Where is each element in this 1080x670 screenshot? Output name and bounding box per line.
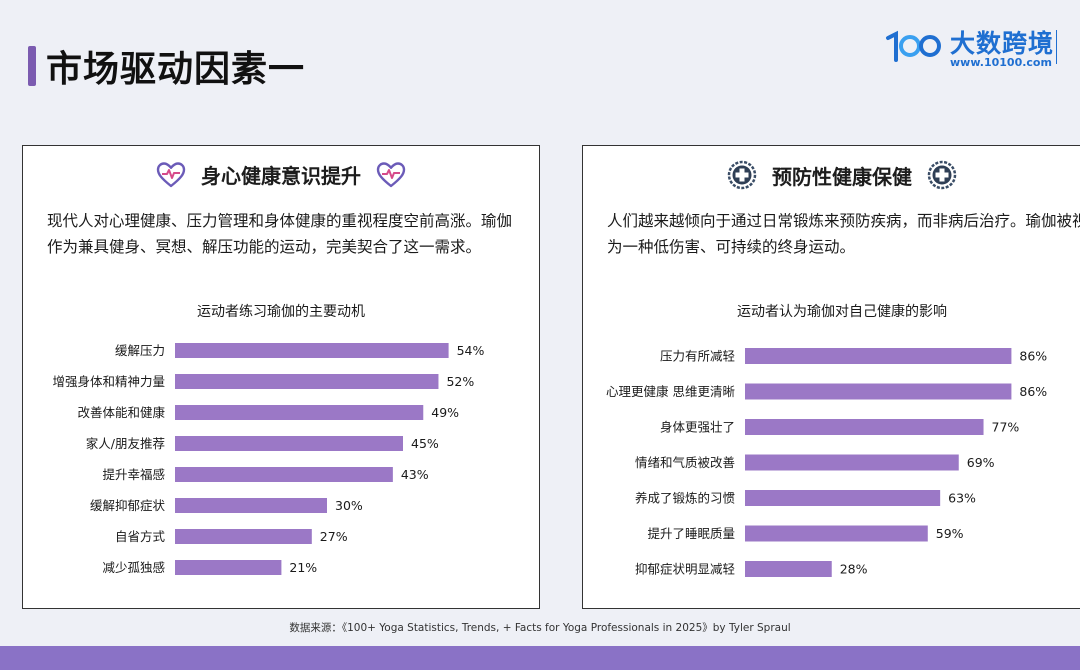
- bar: [175, 560, 282, 575]
- bar: [745, 454, 959, 471]
- chart-title: 运动者认为瑜伽对自己健康的影响: [737, 304, 947, 320]
- category-label: 抑郁症状明显减轻: [635, 562, 735, 577]
- source-text: 《100+ Yoga Statistics, Trends, + Facts f…: [341, 622, 791, 634]
- title-accent-bar: [28, 46, 36, 86]
- category-label: 压力有所减轻: [660, 349, 735, 364]
- category-label: 提升幸福感: [102, 467, 165, 482]
- panel-prevention: 预防性健康保健 人们越来越倾向于通过日常锻炼来预防疾病，而非病后治疗。瑜伽被视为…: [582, 145, 1080, 609]
- value-label: 43%: [401, 467, 429, 482]
- footer-band: [0, 646, 1080, 670]
- panel-heading-text: 身心健康意识提升: [201, 164, 361, 188]
- panel-heading: 预防性健康保健: [583, 160, 1080, 190]
- category-label: 自省方式: [115, 529, 166, 544]
- health-impact-bar-chart: 压力有所减轻 86% 心理更健康 思维更清晰 86% 身体更强壮了 77% 情绪和气质被改善…: [606, 348, 1047, 577]
- value-label: 49%: [431, 405, 459, 420]
- value-label: 59%: [936, 526, 964, 541]
- value-label: 28%: [840, 562, 868, 577]
- bar: [745, 419, 984, 435]
- value-label: 30%: [335, 498, 363, 513]
- panel-wellness: 身心健康意识提升 现代人对心理健康、压力管理和身体健康的重视程度空前高涨。瑜伽作…: [22, 145, 540, 609]
- logo-name: 大数跨境: [950, 29, 1055, 58]
- bar: [175, 436, 403, 451]
- bar: [175, 467, 393, 482]
- value-label: 69%: [967, 455, 995, 470]
- bar: [175, 374, 439, 389]
- bar: [745, 525, 928, 542]
- brand-logo: 大数跨境 www.10100.com: [884, 24, 1064, 74]
- category-label: 改善体能和健康: [77, 405, 165, 420]
- bar: [175, 343, 449, 358]
- bar: [745, 490, 941, 506]
- bar: [175, 529, 312, 544]
- value-label: 21%: [289, 560, 317, 575]
- category-label: 提升了睡眠质量: [647, 526, 735, 541]
- category-label: 身体更强壮了: [660, 420, 735, 435]
- bar: [175, 498, 327, 513]
- heart-pulse-icon: [156, 161, 186, 187]
- value-label: 86%: [1019, 384, 1047, 399]
- medical-cross-badge-icon: [927, 160, 957, 190]
- medical-cross-badge-icon: [727, 160, 757, 190]
- category-label: 缓解抑郁症状: [90, 498, 166, 513]
- source-note: 数据来源：《100+ Yoga Statistics, Trends, + Fa…: [0, 620, 1080, 635]
- bar: [175, 405, 424, 420]
- page-title: 市场驱动因素一: [46, 49, 306, 90]
- value-label: 52%: [446, 374, 474, 389]
- category-label: 心理更健康 思维更清晰: [606, 384, 735, 399]
- motivation-bar-chart: 缓解压力 54% 增强身体和精神力量 52% 改善体能和健康 49% 家人/朋友推荐 45% 提…: [52, 343, 485, 575]
- panel-heading: 身心健康意识提升: [23, 160, 539, 189]
- category-label: 养成了锻炼的习惯: [635, 491, 735, 506]
- category-label: 情绪和气质被改善: [635, 455, 735, 470]
- category-label: 减少孤独感: [102, 560, 165, 575]
- value-label: 45%: [411, 436, 439, 451]
- heart-pulse-icon: [376, 161, 406, 187]
- value-label: 63%: [948, 491, 976, 506]
- bar: [745, 348, 1012, 364]
- bar: [745, 561, 832, 577]
- panel-description: 人们越来越倾向于通过日常锻炼来预防疾病，而非病后治疗。瑜伽被视为一种低伤害、可持…: [607, 212, 1080, 256]
- category-label: 缓解压力: [115, 343, 165, 358]
- logo-divider: [1056, 30, 1057, 64]
- chart-title: 运动者练习瑜伽的主要动机: [197, 304, 365, 320]
- value-label: 86%: [1019, 349, 1047, 364]
- value-label: 54%: [457, 343, 485, 358]
- logo-mark-icon: [886, 30, 941, 62]
- panel-heading-text: 预防性健康保健: [772, 164, 912, 189]
- panel-description: 现代人对心理健康、压力管理和身体健康的重视程度空前高涨。瑜伽作为兼具健身、冥想、…: [47, 212, 513, 256]
- logo-url: www.10100.com: [950, 56, 1052, 69]
- source-label: 数据来源：: [289, 622, 342, 634]
- category-label: 家人/朋友推荐: [86, 436, 165, 451]
- value-label: 27%: [320, 529, 348, 544]
- category-label: 增强身体和精神力量: [52, 374, 165, 389]
- bar: [745, 383, 1012, 400]
- value-label: 77%: [992, 420, 1020, 435]
